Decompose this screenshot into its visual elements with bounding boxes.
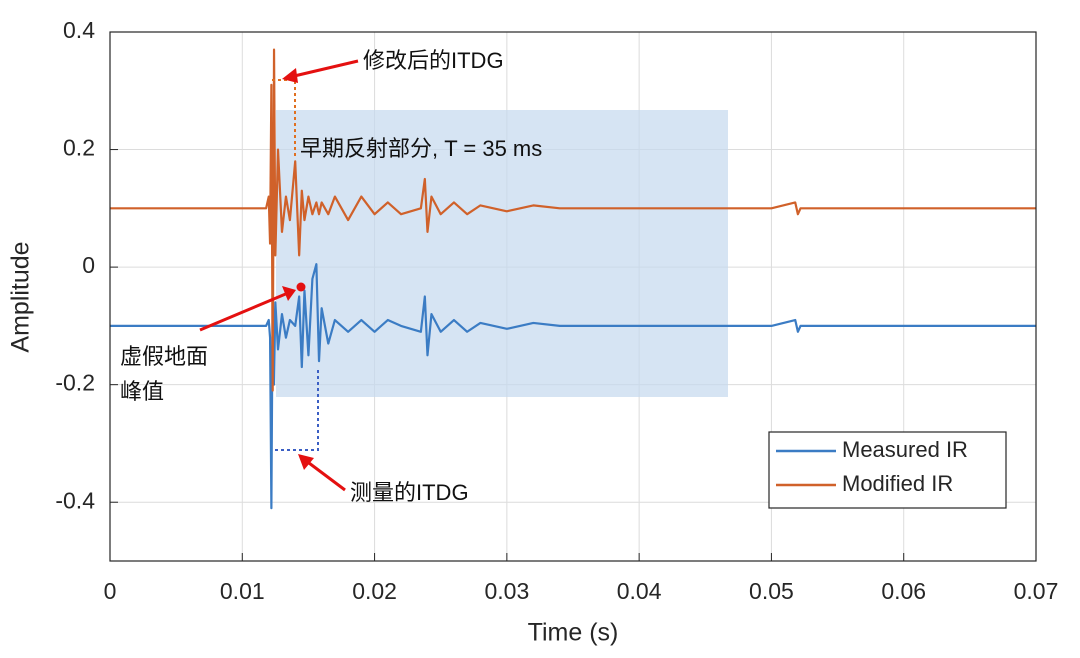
early-reflection-region: [276, 110, 728, 397]
annotation-shapes: [199, 59, 359, 492]
x-tick-label: 0.07: [1014, 578, 1059, 604]
x-tick-label: 0.03: [484, 578, 529, 604]
y-axis-label: Amplitude: [7, 241, 35, 352]
legend-label: Modified IR: [842, 471, 953, 496]
measured-itdg-bracket: [275, 368, 319, 451]
arrow: [199, 291, 289, 332]
false-peak-dot: [296, 282, 306, 292]
x-tick-label: 0.02: [352, 578, 397, 604]
series-line: [110, 48, 1036, 392]
x-tick-label: 0.05: [749, 578, 794, 604]
y-tick-label: 0.2: [63, 135, 95, 161]
arrow-head: [282, 68, 298, 83]
legend-box: [768, 431, 1007, 509]
y-tick-label: -0.4: [55, 487, 95, 513]
annotation: 测量的ITDG: [350, 480, 469, 505]
annotation: 虚假地面: [120, 344, 208, 369]
arrow: [304, 458, 346, 492]
y-tick-label: 0.4: [63, 17, 95, 43]
x-tick-label: 0.04: [617, 578, 662, 604]
x-axis-label: Time (s): [528, 619, 619, 647]
y-tick-label: 0: [82, 252, 95, 278]
x-tick-label: 0.01: [220, 578, 265, 604]
annotation: 早期反射部分, T = 35 ms: [300, 136, 542, 161]
modified-itdg-bracket: [272, 79, 296, 158]
x-tick-label: 0.06: [881, 578, 926, 604]
annotation: 修改后的ITDG: [363, 48, 504, 73]
plot-frame: [109, 31, 1037, 562]
annotation: 峰值: [120, 379, 164, 404]
legend-label: Measured IR: [842, 437, 968, 462]
x-tick-label: 0: [104, 578, 117, 604]
arrow-head: [298, 454, 314, 470]
y-tick-label: -0.2: [55, 370, 95, 396]
arrow-head: [282, 286, 296, 301]
arrow: [289, 59, 359, 79]
series-line: [110, 263, 1036, 510]
